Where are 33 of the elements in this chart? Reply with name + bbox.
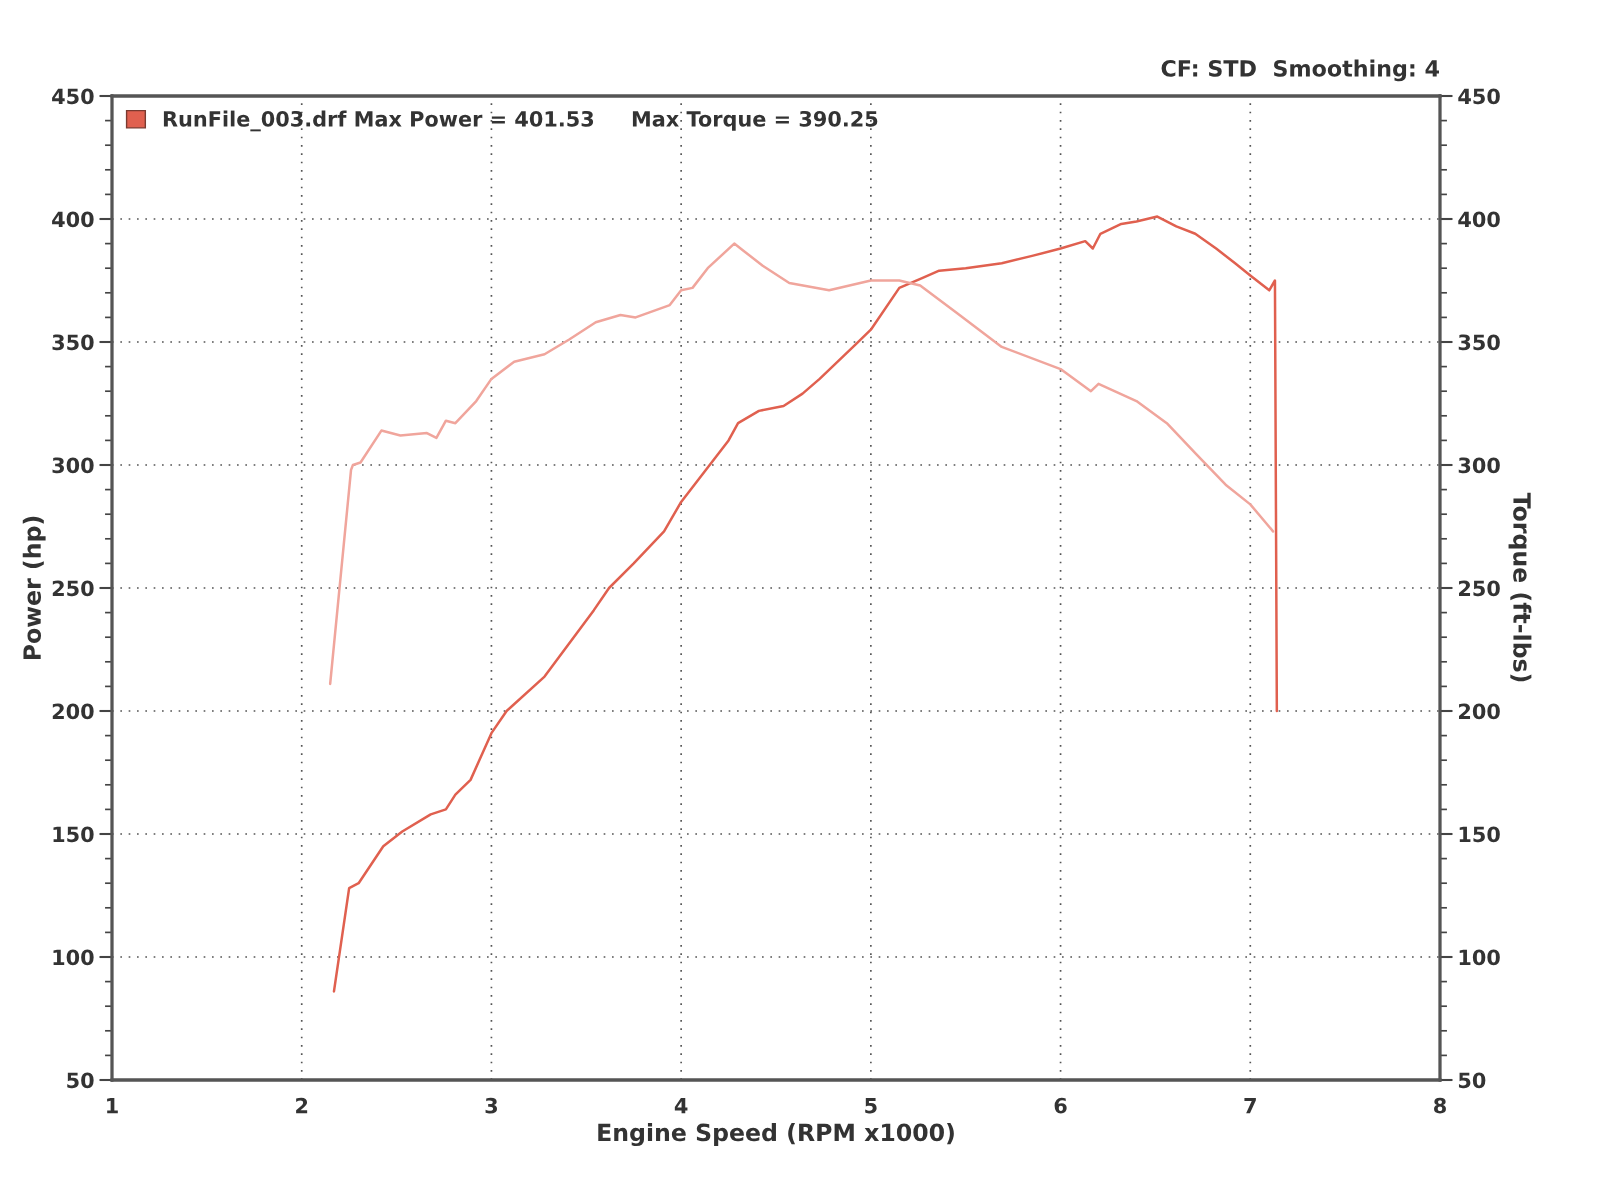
y-axis-title: Power (hp) — [22, 516, 46, 660]
y2-tick-label: 50 — [1458, 1072, 1486, 1089]
x-tick-label: 8 — [1434, 1097, 1446, 1114]
y-tick-label: 150 — [53, 826, 94, 843]
x-tick-label: 1 — [107, 1098, 118, 1114]
y2-tick-label: 100 — [1459, 949, 1500, 966]
y-tick-label: 50 — [67, 1072, 94, 1089]
text: CF: STD Smoothing: 4 — [1161, 59, 1439, 82]
y2-tick-label: 400 — [1458, 211, 1500, 228]
y2-tick-label: 450 — [1458, 88, 1500, 105]
y-tick-label: 100 — [53, 949, 94, 966]
y2-axis-title: Torque (ft-lbs) — [1508, 492, 1532, 682]
y-tick-label: 450 — [52, 88, 94, 105]
y2-tick-label: 300 — [1458, 457, 1500, 474]
line-series — [328, 242, 1275, 686]
line-series — [332, 215, 1279, 993]
y-tick-label: 300 — [52, 457, 94, 474]
legend-label: RunFile_003.drf Max Power = 401.53 Max Torque = 390.25 — [163, 110, 878, 132]
y-tick-label: 250 — [52, 580, 94, 597]
y-tick-label: 200 — [52, 703, 94, 720]
x-tick-label: 2 — [296, 1097, 308, 1114]
y2-tick-label: 350 — [1458, 334, 1500, 351]
y-tick-label: 400 — [52, 211, 94, 228]
y2-tick-label: 250 — [1459, 580, 1500, 597]
x-tick-label: 7 — [1244, 1098, 1256, 1114]
y2-tick-label: 150 — [1459, 826, 1500, 843]
x-axis-title: Engine Speed (RPM x1000) — [598, 1123, 954, 1147]
x-tick-label: 3 — [485, 1097, 498, 1114]
y-tick-label: 350 — [52, 334, 94, 351]
y2-tick-label: 200 — [1459, 703, 1500, 720]
x-tick-label: 6 — [1054, 1097, 1067, 1114]
x-tick-label: 5 — [865, 1098, 877, 1114]
x-tick-label: 4 — [674, 1098, 688, 1114]
